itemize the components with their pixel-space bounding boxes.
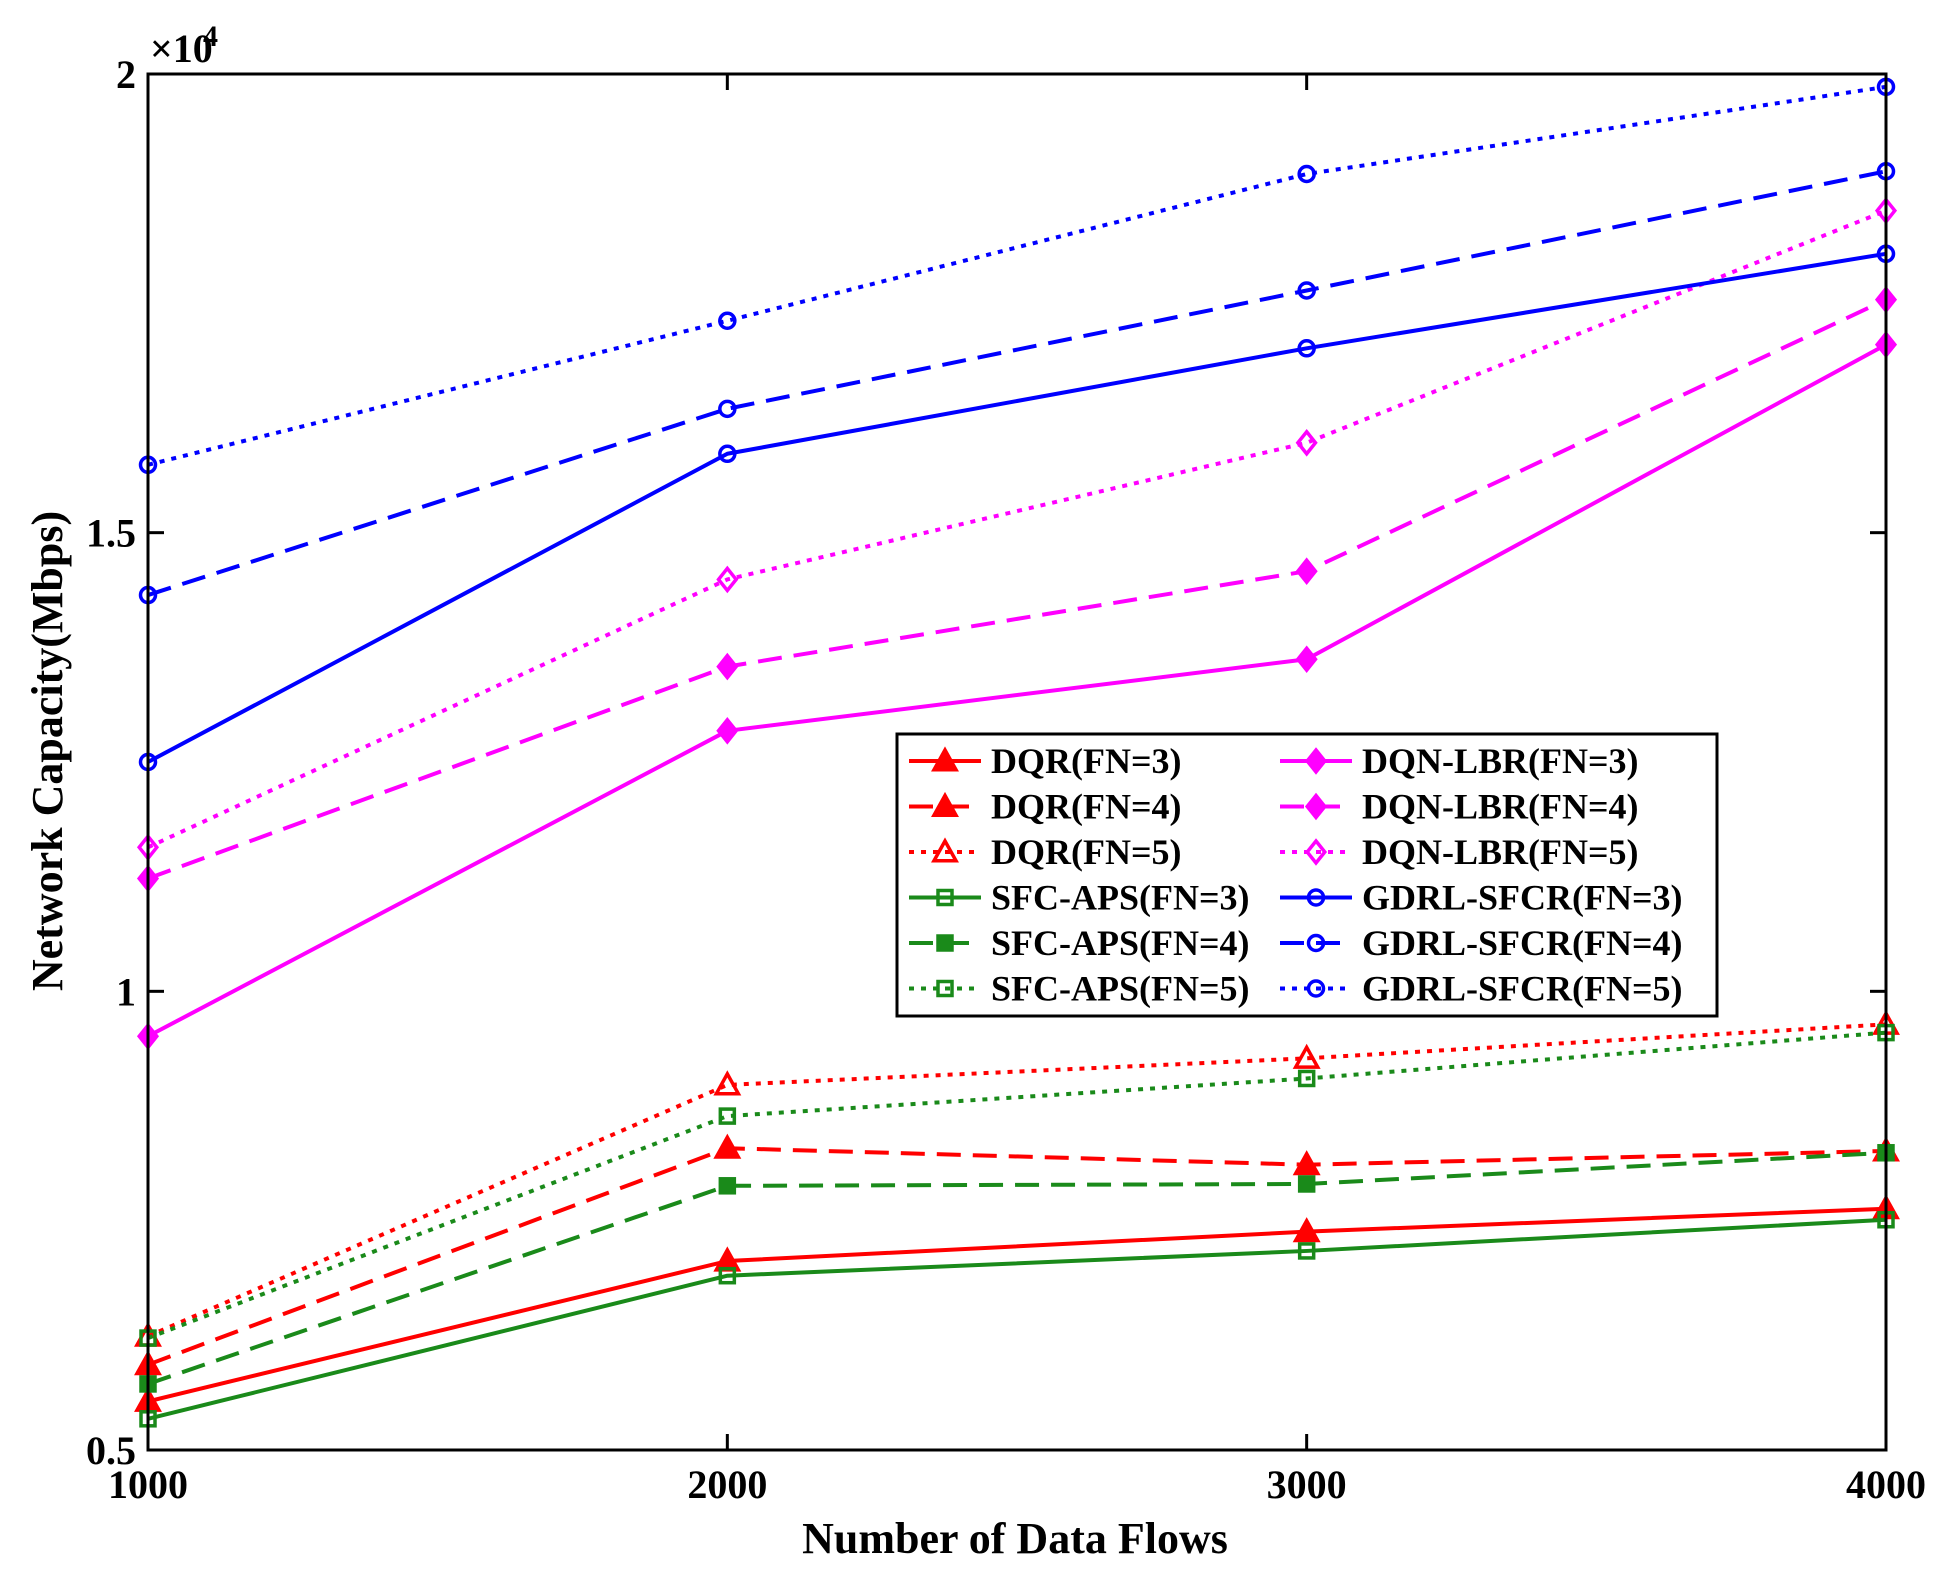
legend-swatch-marker <box>931 837 959 863</box>
x-tick-label: 4000 <box>1846 1462 1926 1507</box>
series-dqn-lbr-fn-4 <box>136 285 1898 893</box>
data-point <box>1297 164 1316 184</box>
legend-label: DQN-LBR(FN=3) <box>1362 741 1639 781</box>
legend-swatch-marker <box>1306 933 1326 953</box>
data-point <box>1297 1242 1316 1260</box>
y-tick-label: 1.5 <box>86 511 136 556</box>
y-tick-label: 0.5 <box>86 1428 136 1473</box>
data-point <box>1295 557 1318 585</box>
series-line <box>147 297 1887 881</box>
legend-swatch-marker <box>1304 792 1328 821</box>
data-point <box>713 1133 742 1159</box>
x-tick-label: 3000 <box>1267 1462 1347 1507</box>
data-point <box>1297 339 1316 358</box>
series-line <box>147 1150 1887 1386</box>
data-point <box>1292 1150 1321 1176</box>
series-line <box>147 251 1887 764</box>
series-sfc-aps-fn-3 <box>139 1210 1895 1428</box>
legend-item: SFC-APS(FN=4) <box>909 923 1250 963</box>
legend: DQR(FN=3) DQN-LBR(FN=3) DQR(FN=4) DQN-LBR(F… <box>895 732 1719 1018</box>
legend-label: SFC-APS(FN=4) <box>991 923 1250 963</box>
ticks-layer: 1000 2000 3000 4000 0.5 1 1.5 2 <box>86 52 1926 1507</box>
legend-item: DQN-LBR(FN=3) <box>1280 741 1639 781</box>
data-point <box>1297 281 1316 300</box>
data-point <box>716 717 739 745</box>
legend-item: GDRL-SFCR(FN=4) <box>1280 923 1682 963</box>
legend-label: DQN-LBR(FN=5) <box>1362 832 1639 872</box>
legend-item: DQR(FN=5) <box>909 832 1181 872</box>
legend-item: DQN-LBR(FN=5) <box>1280 832 1639 872</box>
data-point <box>718 399 737 419</box>
legend-swatch-marker <box>936 979 954 998</box>
legend-item: DQN-LBR(FN=4) <box>1280 787 1639 827</box>
data-point <box>718 311 737 331</box>
legend-swatch-marker <box>1304 838 1328 866</box>
data-point <box>1295 428 1318 457</box>
y-exponent-power: 4 <box>203 20 218 53</box>
data-point <box>718 444 737 464</box>
data-point <box>1297 1175 1316 1193</box>
legend-swatch-marker <box>931 791 959 818</box>
legend-label: SFC-APS(FN=3) <box>991 878 1250 918</box>
legend-item: SFC-APS(FN=3) <box>909 878 1250 918</box>
series-line <box>147 1206 1887 1404</box>
series-line <box>147 169 1887 597</box>
data-point <box>716 565 739 594</box>
legend-swatch-marker <box>1306 979 1326 998</box>
data-point <box>718 1107 737 1125</box>
legend-swatch-marker <box>931 746 959 772</box>
data-point <box>716 652 739 681</box>
axes-frame <box>146 72 1888 1452</box>
x-tick-label: 1000 <box>108 1462 188 1507</box>
series-layer <box>134 77 1900 1428</box>
x-axis-label: Number of Data Flows <box>802 1514 1228 1563</box>
data-point <box>718 1266 737 1285</box>
legend-label: DQR(FN=3) <box>991 741 1181 781</box>
series-line <box>147 1146 1887 1367</box>
legend-label: GDRL-SFCR(FN=4) <box>1362 923 1682 963</box>
legend-swatch-marker <box>936 888 954 907</box>
y-tick-label: 1 <box>116 969 136 1014</box>
data-point <box>1292 1217 1321 1243</box>
legend-label: DQR(FN=5) <box>991 832 1181 872</box>
legend-item: SFC-APS(FN=5) <box>909 969 1250 1009</box>
legend-swatch-marker <box>936 934 954 952</box>
y-exponent-base: ×10 <box>150 26 213 71</box>
legend-item: GDRL-SFCR(FN=3) <box>1280 878 1682 918</box>
data-point <box>1295 645 1318 674</box>
legend-box <box>895 732 1719 1018</box>
legend-item: GDRL-SFCR(FN=5) <box>1280 969 1682 1009</box>
legend-label: GDRL-SFCR(FN=3) <box>1362 878 1682 918</box>
legend-item: DQR(FN=3) <box>909 741 1181 781</box>
data-point <box>718 1177 737 1195</box>
legend-label: DQN-LBR(FN=4) <box>1362 787 1639 827</box>
legend-swatch-marker <box>1306 888 1326 907</box>
data-point <box>1292 1043 1321 1069</box>
data-point <box>1297 1069 1316 1088</box>
series-line <box>147 1217 1887 1421</box>
legend-label: DQR(FN=4) <box>991 787 1181 827</box>
legend-swatch-marker <box>1304 747 1328 775</box>
axes-box <box>146 72 1888 1452</box>
y-axis-label: Network Capacity(Mbps) <box>23 511 72 991</box>
data-point <box>713 1070 742 1096</box>
legend-label: SFC-APS(FN=5) <box>991 969 1250 1009</box>
legend-label: GDRL-SFCR(FN=5) <box>1362 969 1682 1009</box>
series-line <box>147 342 1887 1039</box>
y-tick-label: 2 <box>116 52 136 97</box>
legend-item: DQR(FN=4) <box>909 787 1181 827</box>
series-line <box>147 1030 1887 1340</box>
series-line <box>147 1022 1887 1339</box>
x-tick-label: 2000 <box>687 1462 767 1507</box>
